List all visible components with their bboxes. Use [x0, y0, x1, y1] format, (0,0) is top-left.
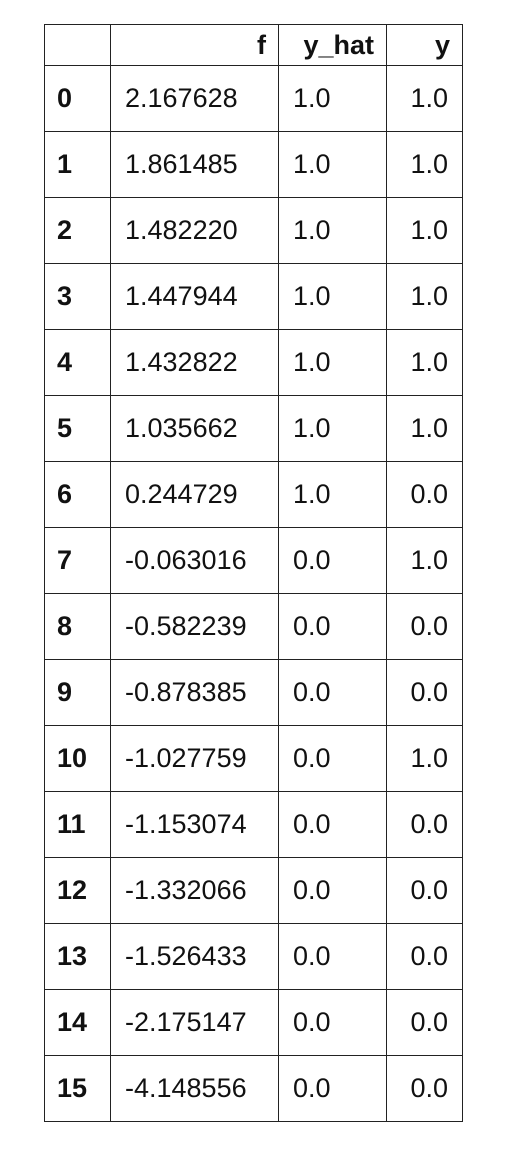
cell-f: -1.153074: [110, 791, 279, 858]
cell-y-hat: 1.0: [278, 197, 387, 264]
table-row: 1 1.861485 1.0 1.0: [44, 131, 463, 198]
cell-y-hat: 0.0: [278, 1055, 387, 1122]
cell-y: 0.0: [386, 1055, 463, 1122]
cell-y: 1.0: [386, 395, 463, 462]
cell-f: 0.244729: [110, 461, 279, 528]
cell-y-hat: 0.0: [278, 989, 387, 1056]
table-body: 0 2.167628 1.0 1.0 1 1.861485 1.0 1.0 2 1.482220 1…: [44, 65, 463, 1122]
row-index: 4: [44, 329, 111, 396]
table-row: 8 -0.582239 0.0 0.0: [44, 593, 463, 660]
cell-f: 1.861485: [110, 131, 279, 198]
dataframe-table: f y_hat y 0 2.167628 1.0 1.0 1 1.861485 1.0 1.0…: [44, 24, 463, 1122]
table-row: 5 1.035662 1.0 1.0: [44, 395, 463, 462]
table-header: f y_hat y: [44, 24, 463, 66]
cell-y-hat: 0.0: [278, 527, 387, 594]
cell-y-hat: 1.0: [278, 329, 387, 396]
cell-f: 1.035662: [110, 395, 279, 462]
table-row: 4 1.432822 1.0 1.0: [44, 329, 463, 396]
header-row: f y_hat y: [44, 24, 463, 66]
column-header-y: y: [386, 24, 463, 66]
cell-f: -0.582239: [110, 593, 279, 660]
cell-y: 1.0: [386, 329, 463, 396]
column-header-f: f: [110, 24, 279, 66]
cell-y: 0.0: [386, 857, 463, 924]
cell-y-hat: 1.0: [278, 395, 387, 462]
cell-y: 1.0: [386, 65, 463, 132]
cell-y: 0.0: [386, 791, 463, 858]
cell-f: 1.447944: [110, 263, 279, 330]
table-row: 12 -1.332066 0.0 0.0: [44, 857, 463, 924]
cell-y: 1.0: [386, 527, 463, 594]
cell-y: 1.0: [386, 131, 463, 198]
cell-y: 0.0: [386, 593, 463, 660]
row-index: 2: [44, 197, 111, 264]
cell-f: -0.878385: [110, 659, 279, 726]
cell-y-hat: 0.0: [278, 725, 387, 792]
cell-f: -1.526433: [110, 923, 279, 990]
row-index: 10: [44, 725, 111, 792]
cell-y: 0.0: [386, 923, 463, 990]
row-index: 0: [44, 65, 111, 132]
cell-y: 1.0: [386, 197, 463, 264]
cell-y-hat: 0.0: [278, 659, 387, 726]
cell-y: 0.0: [386, 989, 463, 1056]
row-index: 9: [44, 659, 111, 726]
table-row: 10 -1.027759 0.0 1.0: [44, 725, 463, 792]
row-index: 12: [44, 857, 111, 924]
row-index: 8: [44, 593, 111, 660]
cell-y-hat: 1.0: [278, 65, 387, 132]
cell-f: 2.167628: [110, 65, 279, 132]
cell-y-hat: 0.0: [278, 857, 387, 924]
table-row: 2 1.482220 1.0 1.0: [44, 197, 463, 264]
cell-y: 1.0: [386, 263, 463, 330]
cell-y-hat: 0.0: [278, 923, 387, 990]
table-row: 3 1.447944 1.0 1.0: [44, 263, 463, 330]
cell-y: 0.0: [386, 659, 463, 726]
column-header-y-hat: y_hat: [278, 24, 387, 66]
table-row: 0 2.167628 1.0 1.0: [44, 65, 463, 132]
cell-y-hat: 1.0: [278, 263, 387, 330]
table-row: 11 -1.153074 0.0 0.0: [44, 791, 463, 858]
dataframe-output: f y_hat y 0 2.167628 1.0 1.0 1 1.861485 1.0 1.0…: [44, 24, 463, 1122]
table-row: 9 -0.878385 0.0 0.0: [44, 659, 463, 726]
table-row: 6 0.244729 1.0 0.0: [44, 461, 463, 528]
cell-y: 0.0: [386, 461, 463, 528]
row-index: 11: [44, 791, 111, 858]
cell-f: -2.175147: [110, 989, 279, 1056]
table-row: 7 -0.063016 0.0 1.0: [44, 527, 463, 594]
row-index: 14: [44, 989, 111, 1056]
cell-y: 1.0: [386, 725, 463, 792]
cell-f: 1.432822: [110, 329, 279, 396]
row-index: 5: [44, 395, 111, 462]
row-index: 3: [44, 263, 111, 330]
table-row: 13 -1.526433 0.0 0.0: [44, 923, 463, 990]
table-row: 14 -2.175147 0.0 0.0: [44, 989, 463, 1056]
row-index: 7: [44, 527, 111, 594]
row-index: 15: [44, 1055, 111, 1122]
row-index: 6: [44, 461, 111, 528]
cell-f: -1.332066: [110, 857, 279, 924]
cell-f: -4.148556: [110, 1055, 279, 1122]
cell-y-hat: 0.0: [278, 593, 387, 660]
cell-y-hat: 1.0: [278, 461, 387, 528]
table-row: 15 -4.148556 0.0 0.0: [44, 1055, 463, 1122]
cell-f: -1.027759: [110, 725, 279, 792]
cell-f: 1.482220: [110, 197, 279, 264]
cell-f: -0.063016: [110, 527, 279, 594]
cell-y-hat: 0.0: [278, 791, 387, 858]
row-index: 13: [44, 923, 111, 990]
cell-y-hat: 1.0: [278, 131, 387, 198]
index-column-header: [44, 24, 111, 66]
row-index: 1: [44, 131, 111, 198]
